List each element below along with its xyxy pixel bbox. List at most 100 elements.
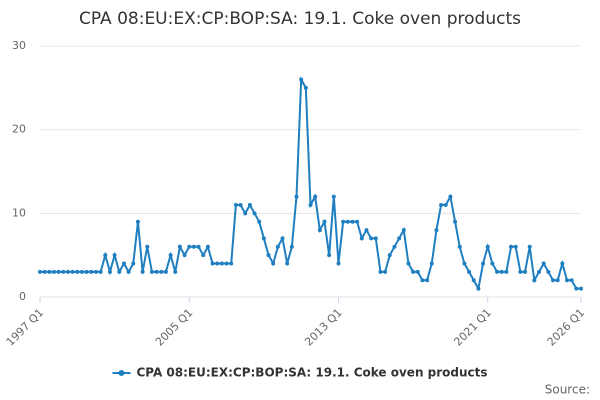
point [317, 228, 322, 233]
point [79, 269, 84, 274]
point [238, 202, 243, 207]
x-tick-label: 2026 Q1 [545, 306, 588, 349]
point [168, 253, 173, 258]
point [443, 202, 448, 207]
point [453, 219, 458, 224]
point [61, 269, 66, 274]
point [551, 278, 556, 283]
point [196, 244, 201, 249]
point [569, 278, 574, 283]
point [434, 228, 439, 233]
point [84, 269, 89, 274]
point [322, 219, 327, 224]
point [439, 202, 444, 207]
point [294, 194, 299, 199]
point [126, 269, 131, 274]
point [42, 269, 47, 274]
point [201, 253, 206, 258]
point [145, 244, 150, 249]
point [154, 269, 159, 274]
point [448, 194, 453, 199]
point [252, 211, 257, 216]
y-tick-label: 20 [12, 123, 26, 136]
legend: CPA 08:EU:EX:CP:BOP:SA: 19.1. Coke oven … [112, 366, 488, 380]
chart-title: CPA 08:EU:EX:CP:BOP:SA: 19.1. Coke oven … [79, 9, 521, 29]
point [75, 269, 80, 274]
y-tick-label: 0 [19, 290, 26, 303]
point [527, 244, 532, 249]
point [499, 269, 504, 274]
point [65, 269, 70, 274]
point [397, 236, 402, 241]
point [98, 269, 103, 274]
source: Source: [545, 383, 590, 397]
point [243, 211, 248, 216]
series-line [40, 75, 581, 292]
point [271, 261, 276, 266]
point [289, 244, 294, 249]
point [257, 219, 262, 224]
point [359, 236, 364, 241]
point [509, 244, 514, 249]
point [467, 269, 472, 274]
y-tick-label: 30 [12, 39, 26, 52]
point [224, 261, 229, 266]
point [383, 269, 388, 274]
point [425, 278, 430, 283]
point [38, 269, 42, 274]
point [247, 202, 252, 207]
point [355, 219, 360, 224]
point [523, 269, 528, 274]
point [336, 261, 341, 266]
point [555, 278, 560, 283]
point [579, 286, 583, 291]
point [350, 219, 355, 224]
point [495, 269, 500, 274]
point [149, 269, 154, 274]
point [233, 202, 238, 207]
point [364, 228, 369, 233]
point [177, 244, 182, 249]
point [373, 236, 378, 241]
point [565, 278, 570, 283]
point [471, 278, 476, 283]
point [308, 202, 313, 207]
point [481, 261, 486, 266]
point [299, 77, 304, 82]
point [191, 244, 196, 249]
point [541, 261, 546, 266]
point [163, 269, 168, 274]
point [341, 219, 346, 224]
x-tick-label: 2005 Q1 [153, 306, 196, 349]
x-tick-label: 1997 Q1 [4, 306, 47, 349]
point [140, 269, 145, 274]
point [513, 244, 518, 249]
point [117, 269, 122, 274]
x-tick-label: 2021 Q1 [451, 306, 494, 349]
point [135, 219, 140, 224]
point [476, 286, 481, 291]
point [327, 253, 332, 258]
point [331, 194, 336, 199]
point [261, 236, 266, 241]
point [112, 253, 117, 258]
point [51, 269, 56, 274]
point [303, 85, 308, 90]
point [518, 269, 523, 274]
point [392, 244, 397, 249]
legend-marker [118, 370, 125, 376]
point [313, 194, 318, 199]
point [187, 244, 192, 249]
point [378, 269, 383, 274]
point [121, 261, 126, 266]
point [107, 269, 112, 274]
point [210, 261, 215, 266]
point [401, 228, 406, 233]
point [457, 244, 462, 249]
point [173, 269, 178, 274]
point [504, 269, 509, 274]
point [345, 219, 350, 224]
point [429, 261, 434, 266]
point [574, 286, 579, 291]
